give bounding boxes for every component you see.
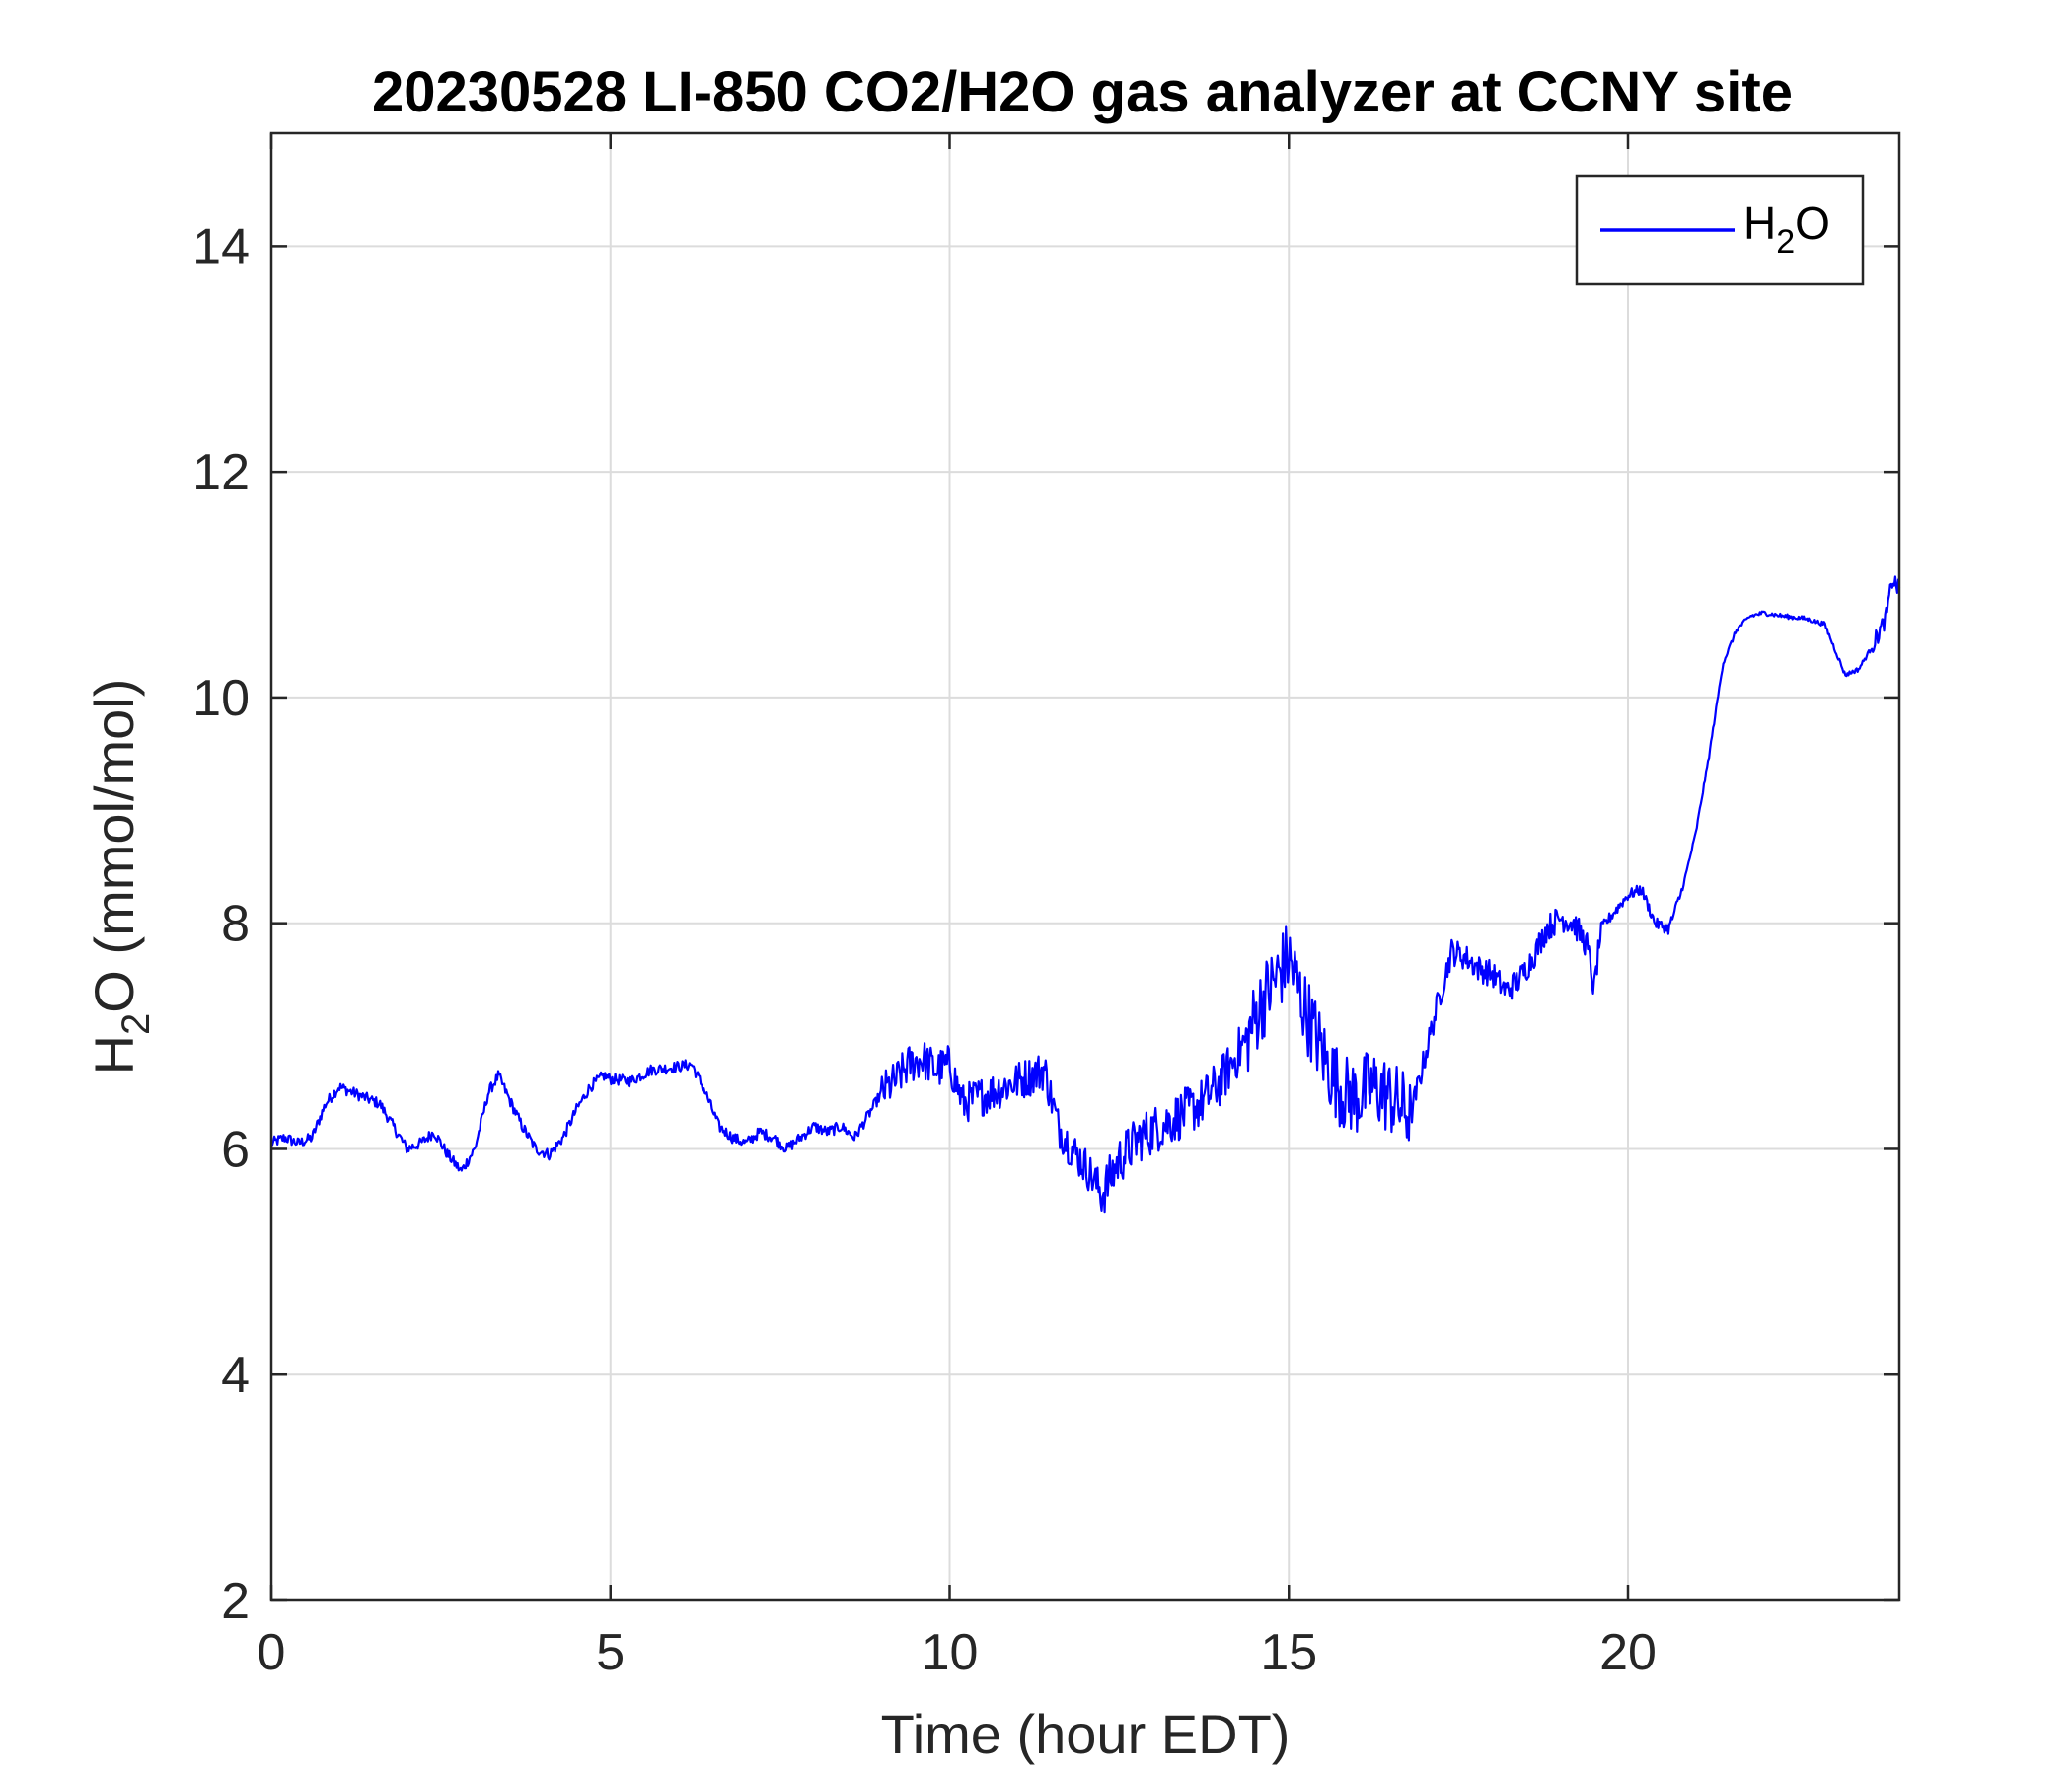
legend: H2O bbox=[1575, 174, 1865, 286]
series-line-h2o bbox=[269, 575, 1901, 1214]
legend-label-h2o: H2O bbox=[1743, 197, 1830, 260]
axes-box bbox=[269, 131, 1901, 1602]
x-tick-label: 10 bbox=[922, 1624, 979, 1681]
axis-ticks bbox=[269, 133, 1899, 1602]
y-tick-label: 4 bbox=[221, 1347, 250, 1404]
y-axis-label-rest: O (mmol/mol) bbox=[83, 679, 145, 1013]
y-tick-label: 2 bbox=[221, 1573, 250, 1630]
x-tick-label: 5 bbox=[596, 1624, 625, 1681]
y-axis-label-main: H bbox=[83, 1035, 145, 1074]
y-axis-label-subscript: 2 bbox=[114, 1013, 158, 1035]
y-tick-label: 6 bbox=[221, 1121, 250, 1178]
x-tick-label: 15 bbox=[1260, 1624, 1317, 1681]
y-axis-label: H2O (mmol/mol) bbox=[83, 679, 158, 1075]
chart-title: 20230528 LI-850 CO2/H2O gas analyzer at … bbox=[372, 60, 1793, 124]
x-axis-label: Time (hour EDT) bbox=[881, 1703, 1291, 1765]
legend-label-rest: O bbox=[1795, 197, 1830, 249]
plot-area bbox=[269, 575, 1901, 1214]
x-tick-label: 0 bbox=[258, 1624, 286, 1681]
grid-lines bbox=[271, 133, 1899, 1600]
y-tick-label: 12 bbox=[192, 444, 250, 501]
y-tick-label: 8 bbox=[221, 896, 250, 953]
legend-label-subscript: 2 bbox=[1776, 223, 1795, 260]
y-tick-label: 14 bbox=[192, 218, 250, 275]
y-tick-label: 10 bbox=[192, 670, 250, 727]
tick-labels: 0 5 10 15 20 2 4 6 8 10 12 14 bbox=[192, 218, 1657, 1681]
x-tick-label: 20 bbox=[1599, 1624, 1657, 1681]
legend-label-main: H bbox=[1743, 197, 1776, 249]
